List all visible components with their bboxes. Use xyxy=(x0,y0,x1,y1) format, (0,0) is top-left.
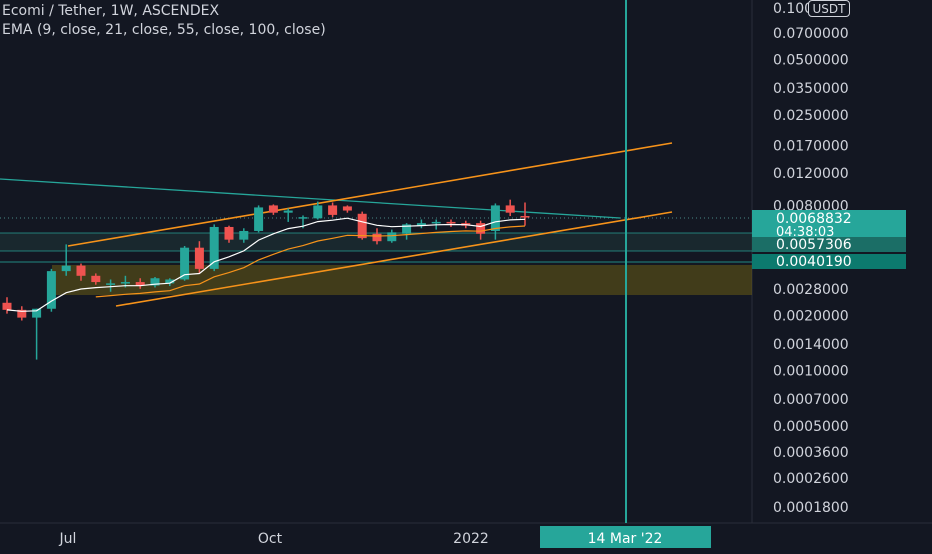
candle-body[interactable] xyxy=(76,265,86,276)
candle-body[interactable] xyxy=(402,224,412,234)
time-tick-label: 2022 xyxy=(453,531,489,547)
price-tick-label: 0.0001800 xyxy=(773,500,849,516)
last-price-label: 0.0068832 xyxy=(776,211,852,227)
price-tick-label: 0.0005000 xyxy=(773,419,849,435)
candle-body[interactable] xyxy=(313,205,323,219)
price-tick-label: 0.0350000 xyxy=(773,81,849,97)
candle-body[interactable] xyxy=(476,223,486,234)
candle-body[interactable] xyxy=(209,226,219,269)
currency-button[interactable]: USDT xyxy=(808,0,850,17)
candle-body[interactable] xyxy=(224,226,234,240)
candle-body[interactable] xyxy=(416,223,426,226)
candle-body[interactable] xyxy=(387,232,397,242)
candle-body[interactable] xyxy=(135,282,145,286)
price-tick-label: 0.0700000 xyxy=(773,26,849,42)
price-tick-label: 0.0010000 xyxy=(773,364,849,380)
candle-body[interactable] xyxy=(194,247,204,269)
price-tag-3 xyxy=(752,254,906,269)
ema-9-line xyxy=(6,217,526,312)
candle-body[interactable] xyxy=(342,206,352,211)
candle-body[interactable] xyxy=(120,282,130,284)
candle-body[interactable] xyxy=(520,216,530,218)
candle-body[interactable] xyxy=(490,205,500,231)
candle-body[interactable] xyxy=(32,308,42,318)
candle-body[interactable] xyxy=(431,221,441,224)
price-tick-label: 0.0002600 xyxy=(773,471,849,487)
ema-21-line xyxy=(95,225,526,298)
channel-upper-line xyxy=(67,142,673,247)
candle-body[interactable] xyxy=(180,247,190,280)
price-tick-label: 0.0170000 xyxy=(773,138,849,154)
last-price-tag xyxy=(752,210,906,238)
candle-body[interactable] xyxy=(46,271,56,309)
price-tick-label: 0.0500000 xyxy=(773,53,849,69)
descending-trendline xyxy=(0,178,621,219)
channel-lower-line xyxy=(115,211,673,307)
candle-body[interactable] xyxy=(283,210,293,213)
candle-body[interactable] xyxy=(372,233,382,242)
indicator-label[interactable]: EMA (9, close, 21, close, 55, close, 100… xyxy=(2,22,326,38)
candle-body[interactable] xyxy=(254,207,264,231)
candle-body[interactable] xyxy=(328,205,338,215)
candle-body[interactable] xyxy=(239,230,249,240)
price-tick-label: 0.0003600 xyxy=(773,445,849,461)
candle-body[interactable] xyxy=(446,221,456,224)
price-tick-label: 0.0014000 xyxy=(773,337,849,353)
candle-body[interactable] xyxy=(61,265,71,272)
price-range-band xyxy=(0,233,752,251)
candle-body[interactable] xyxy=(17,309,27,318)
chart-legend: Ecomi / Tether, 1W, ASCENDEX EMA (9, clo… xyxy=(2,2,326,40)
candle-body[interactable] xyxy=(357,213,367,239)
symbol-title[interactable]: Ecomi / Tether, 1W, ASCENDEX xyxy=(2,3,220,19)
candle-body[interactable] xyxy=(106,283,116,285)
date-marker-tag xyxy=(540,526,711,548)
price-tick-label: 0.0028000 xyxy=(773,282,849,298)
price-tag-3-label: 0.0040190 xyxy=(776,254,852,270)
candle-body[interactable] xyxy=(2,302,12,310)
price-tag-2-label: 0.0057306 xyxy=(776,237,852,253)
price-tick-label: 0.0120000 xyxy=(773,166,849,182)
candle-body[interactable] xyxy=(268,205,278,213)
candle-body[interactable] xyxy=(91,275,101,283)
candle-countdown-label: 04:38:03 xyxy=(776,225,834,240)
candle-body[interactable] xyxy=(505,205,515,213)
price-tick-label: 0.0007000 xyxy=(773,392,849,408)
price-tick-label: 0.0020000 xyxy=(773,309,849,325)
price-tag-2 xyxy=(752,237,906,252)
time-tick-label: Oct xyxy=(258,531,283,547)
candle-body[interactable] xyxy=(150,278,160,286)
time-tick-label: Jul xyxy=(59,531,77,547)
date-marker-label: 14 Mar '22 xyxy=(588,531,663,547)
price-tick-label: 0.0250000 xyxy=(773,108,849,124)
candle-body[interactable] xyxy=(298,217,308,219)
candle-body[interactable] xyxy=(165,279,175,284)
